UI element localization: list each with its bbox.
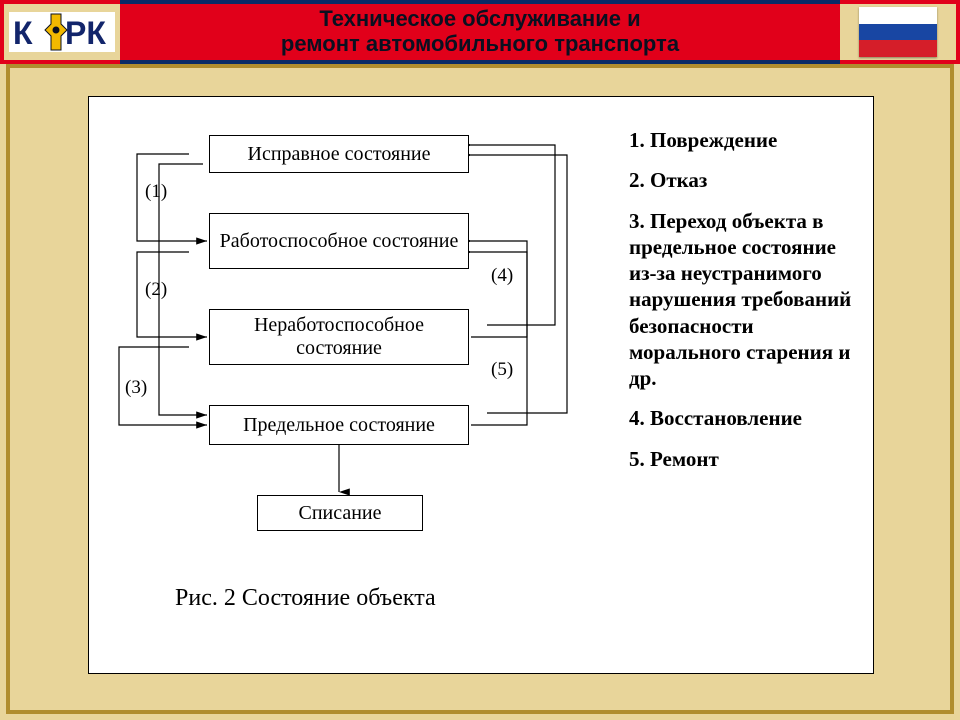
arrow xyxy=(471,145,555,325)
legend: 1. Повреждение 2. Отказ 3. Переход объекта… xyxy=(623,127,873,486)
legend-item: 4. Восстановление xyxy=(629,405,863,431)
legend-item: 2. Отказ xyxy=(629,167,863,193)
logo-icon: К РК xyxy=(9,6,115,58)
flag-stripe-white xyxy=(859,7,937,24)
edge-label: (1) xyxy=(145,181,167,203)
header: К РК Техническое обслуживание и ремонт а… xyxy=(0,0,960,64)
title-line-2: ремонт автомобильного транспорта xyxy=(281,31,679,56)
logo-text-left: К xyxy=(13,15,33,51)
page: К РК Техническое обслуживание и ремонт а… xyxy=(0,0,960,720)
edge-label: (5) xyxy=(491,359,513,381)
title-line-1: Техническое обслуживание и xyxy=(319,6,640,31)
node-n1: Исправное состояние xyxy=(209,135,469,173)
edge-label: (4) xyxy=(491,265,513,287)
logo-text-right: РК xyxy=(65,15,106,51)
page-title: Техническое обслуживание и ремонт автомо… xyxy=(281,7,679,56)
node-n2: Работоспособное состояние xyxy=(209,213,469,269)
flag-stripe-red xyxy=(859,40,937,57)
flag xyxy=(840,0,960,64)
diagram-caption: Рис. 2 Состояние объекта xyxy=(175,585,436,612)
legend-item: 1. Повреждение xyxy=(629,127,863,153)
arrow xyxy=(471,155,567,413)
title-bar: Техническое обслуживание и ремонт автомо… xyxy=(120,0,840,64)
node-n3: Неработоспособное состояние xyxy=(209,309,469,365)
edge-label: (2) xyxy=(145,279,167,301)
node-n5: Списание xyxy=(257,495,423,531)
logo: К РК xyxy=(0,0,120,64)
legend-item: 3. Переход объекта в предельное состояни… xyxy=(629,208,863,392)
legend-item: 5. Ремонт xyxy=(629,446,863,472)
node-n4: Предельное состояние xyxy=(209,405,469,445)
arrow xyxy=(471,241,527,337)
edge-label: (3) xyxy=(125,377,147,399)
state-diagram: Рис. 2 Состояние объекта Исправное состо… xyxy=(89,97,629,673)
flag-stripe-blue xyxy=(859,24,937,41)
content-card: Рис. 2 Состояние объекта Исправное состо… xyxy=(88,96,874,674)
flag-icon xyxy=(859,7,937,57)
